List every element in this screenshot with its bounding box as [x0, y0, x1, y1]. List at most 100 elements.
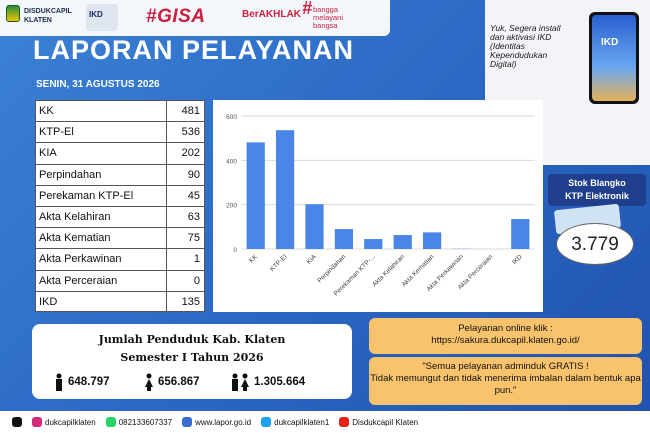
social-link[interactable]	[12, 417, 22, 427]
male-count: 648.797	[68, 376, 110, 388]
globe-icon	[182, 417, 193, 427]
klaten-logo-icon	[6, 5, 20, 22]
phone-ikd-label: IKD	[601, 37, 619, 48]
table-row-value: 75	[187, 232, 200, 245]
bar	[393, 235, 412, 249]
social-link[interactable]: dukcapilklaten1	[261, 417, 329, 427]
social-link-text: www.lapor.go.id	[195, 417, 252, 427]
social-footer: dukcapilklaten 082133607337 www.lapor.go.i…	[0, 411, 650, 433]
total-people-icon	[232, 373, 249, 391]
ikd-logo: IKD	[86, 4, 118, 31]
bar	[275, 130, 295, 249]
x-tick-label: Perpindahan	[316, 253, 347, 284]
bar	[334, 229, 354, 249]
table-row: KTP-El 536	[36, 122, 204, 144]
population-period: Semester I Tahun 2026	[120, 351, 264, 364]
ikd-promo-text: Yuk, Segera install dan aktivasi IKD (Id…	[490, 23, 561, 69]
table-row-label: Akta Kematian	[36, 228, 167, 249]
table-row-label: KIA	[36, 143, 167, 164]
phone-mockup: IKD	[589, 12, 639, 104]
service-table: KK 481 KTP-El 536 KIA 202 Perpindahan 90 Perekam…	[35, 100, 205, 313]
service-chart: 0 200 400 600 KK KTP-El KIA Perpindahan Perekama…	[213, 100, 543, 312]
social-link-text: dukcapilklaten	[45, 417, 96, 427]
hashtag-icon: #	[302, 0, 313, 18]
header-bar: DISDUKCAPIL KLATEN IKD #GISA BerAKHLAK #…	[0, 0, 390, 36]
report-date: SENIN, 31 AGUSTUS 2026	[36, 79, 160, 90]
table-row: Akta Kelahiran 63	[36, 206, 204, 229]
table-row-label: KTP-El	[36, 122, 167, 143]
social-link[interactable]: www.lapor.go.id	[182, 417, 251, 427]
stok-title: Stok Blangko KTP Elektronik	[548, 174, 646, 206]
table-row: Akta Perceraian 0	[36, 270, 204, 292]
table-row: Perekaman KTP-El 45	[36, 185, 204, 207]
x-tick-label: IKD	[511, 253, 524, 266]
x-tick-label: KK	[248, 253, 260, 265]
youtube-icon	[339, 417, 350, 427]
tiktok-icon	[12, 417, 22, 427]
bar	[364, 239, 383, 249]
bar	[305, 204, 324, 249]
y-tick-label: 200	[226, 203, 237, 210]
whatsapp-icon	[105, 417, 116, 427]
table-row-value: 481	[181, 105, 200, 117]
table-row-value: 45	[187, 189, 200, 202]
total-count: 1.305.664	[254, 376, 306, 388]
population-title: Jumlah Penduduk Kab. Klaten	[98, 333, 286, 346]
twitter-icon	[261, 417, 272, 427]
population-box: Jumlah Penduduk Kab. Klaten Semester I T…	[32, 324, 352, 399]
table-row-label: Akta Perceraian	[36, 270, 167, 291]
table-row: IKD 135	[36, 291, 204, 313]
table-row: KK 481	[36, 101, 204, 123]
x-tick-label: KIA	[306, 253, 319, 266]
table-row-label: IKD	[36, 291, 167, 313]
gisa-logo: #GISA	[146, 6, 206, 27]
bar	[422, 232, 442, 249]
table-row: Akta Kematian 75	[36, 228, 204, 250]
free-service-notice: "Semua pelayanan adminduk GRATIS ! Tidak…	[369, 357, 642, 405]
table-row: Perpindahan 90	[36, 164, 204, 186]
female-count: 656.867	[158, 376, 200, 388]
table-row-value: 135	[181, 295, 200, 308]
page-title: LAPORAN PELAYANAN	[33, 35, 355, 65]
male-icon	[56, 373, 62, 391]
y-tick-label: 400	[226, 158, 237, 165]
table-row-label: Perekaman KTP-El	[36, 185, 167, 206]
table-row-label: Akta Kelahiran	[36, 206, 167, 228]
table-row: Akta Perkawinan 1	[36, 249, 204, 271]
table-row-label: Perpindahan	[36, 164, 167, 185]
social-link[interactable]: dukcapilklaten	[32, 417, 96, 427]
online-service-box: Pelayanan online klik : https://sakura.d…	[369, 318, 642, 354]
org-name: DISDUKCAPIL KLATEN	[24, 8, 72, 24]
table-row-label: Akta Perkawinan	[36, 249, 167, 270]
table-row-value: 0	[193, 274, 200, 287]
bangga-melayani-logo: # bangga melayani bangsa	[302, 0, 344, 30]
table-row-label: KK	[36, 101, 167, 122]
y-tick-label: 600	[226, 114, 237, 121]
female-icon	[145, 373, 153, 391]
ikd-logo-label: IKD	[89, 10, 103, 19]
social-link-text: 082133607337	[118, 417, 173, 427]
bar	[511, 219, 530, 249]
stok-value: 3.779	[556, 223, 634, 265]
phone-screen: IKD	[592, 15, 636, 101]
online-label: Pelayanan online klik :	[458, 323, 553, 334]
table-row-value: 536	[181, 126, 200, 139]
table-row-value: 90	[187, 168, 200, 181]
berakhlak-logo: BerAKHLAK	[242, 9, 301, 20]
y-tick-label: 0	[233, 247, 237, 254]
instagram-icon	[32, 417, 42, 427]
x-tick-label: KTP-El	[269, 253, 289, 273]
social-link-text: dukcapilklaten1	[274, 417, 330, 427]
table-row-value: 202	[181, 147, 200, 160]
bangga-text: bangga melayani bangsa	[313, 5, 344, 30]
social-link[interactable]: Disdukcapil Klaten	[339, 417, 418, 427]
table-row: KIA 202	[36, 143, 204, 165]
table-row-value: 63	[187, 210, 200, 223]
online-link[interactable]: https://sakura.dukcapil.klaten.go.id/	[431, 335, 580, 346]
social-link-text: Disdukcapil Klaten	[352, 417, 419, 427]
bar	[246, 142, 265, 249]
social-link[interactable]: 082133607337	[105, 417, 173, 427]
table-row-value: 1	[193, 253, 200, 266]
